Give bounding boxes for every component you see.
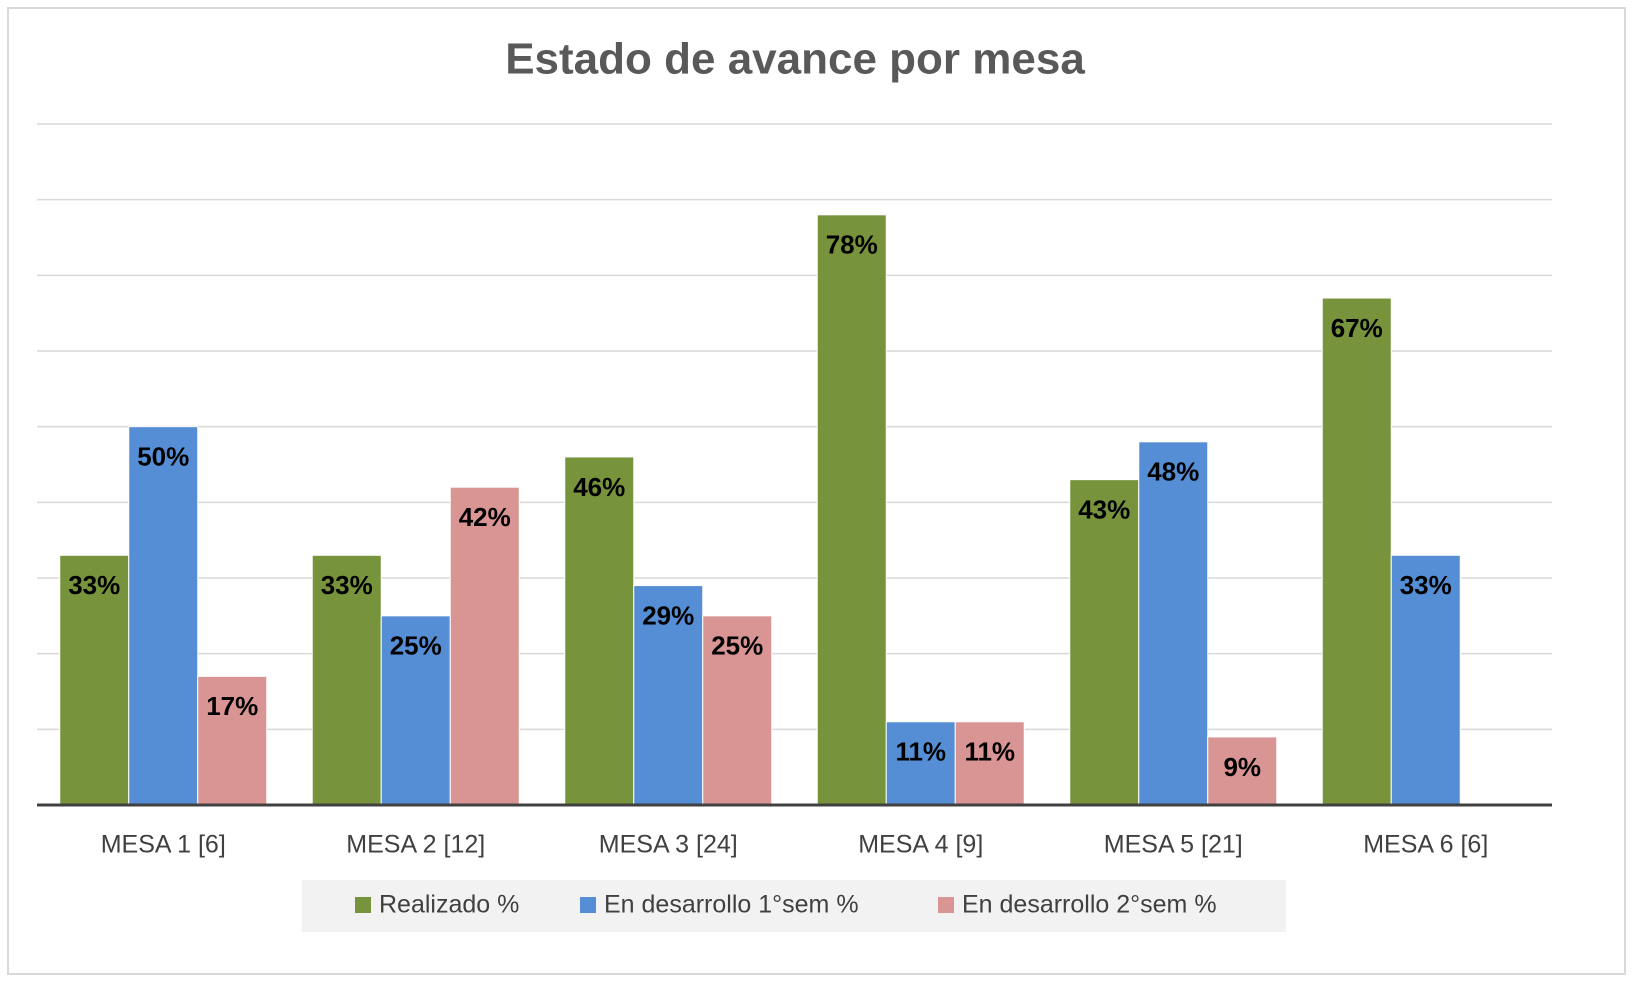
bar xyxy=(954,721,1025,806)
x-tick-label: MESA 6 [6] xyxy=(1363,831,1488,859)
data-label: 42% xyxy=(459,502,511,532)
bar xyxy=(1138,441,1209,806)
data-label: 50% xyxy=(137,442,189,472)
x-tick-label: MESA 4 [9] xyxy=(858,831,983,859)
data-label: 25% xyxy=(390,631,442,661)
bar xyxy=(816,214,887,806)
bar xyxy=(1321,297,1392,806)
bar xyxy=(1390,554,1461,806)
data-label: 17% xyxy=(206,691,258,721)
legend-label: En desarrollo 2°sem % xyxy=(962,891,1217,919)
legend-swatch xyxy=(580,897,596,913)
bar xyxy=(449,486,520,806)
data-label: 9% xyxy=(1223,752,1261,782)
data-label: 33% xyxy=(1400,570,1452,600)
data-label: 11% xyxy=(895,737,946,767)
bar xyxy=(59,554,130,806)
legend-label: En desarrollo 1°sem % xyxy=(604,891,859,919)
x-tick-label: MESA 1 [6] xyxy=(101,831,226,859)
data-label: 78% xyxy=(826,230,878,260)
legend-swatch xyxy=(938,897,954,913)
legend-label: Realizado % xyxy=(379,891,519,919)
chart-title: Estado de avance por mesa xyxy=(505,35,1085,84)
bar xyxy=(380,615,451,806)
legend-swatch xyxy=(355,897,371,913)
data-label: 33% xyxy=(321,570,373,600)
bar xyxy=(1069,479,1140,806)
data-label: 67% xyxy=(1331,313,1383,343)
bar xyxy=(128,426,199,806)
bar xyxy=(702,615,773,806)
x-tick-label: MESA 3 [24] xyxy=(599,831,738,859)
data-label: 48% xyxy=(1147,457,1199,487)
data-label: 43% xyxy=(1078,495,1130,525)
data-label: 46% xyxy=(573,472,625,502)
data-label: 11% xyxy=(964,737,1015,767)
data-label: 29% xyxy=(642,600,694,630)
data-label: 25% xyxy=(711,631,763,661)
x-tick-label: MESA 2 [12] xyxy=(346,831,485,859)
bar xyxy=(564,456,635,806)
bar xyxy=(197,675,268,806)
x-tick-label: MESA 5 [21] xyxy=(1104,831,1243,859)
legend-box xyxy=(302,880,1286,932)
data-label: 33% xyxy=(68,570,120,600)
